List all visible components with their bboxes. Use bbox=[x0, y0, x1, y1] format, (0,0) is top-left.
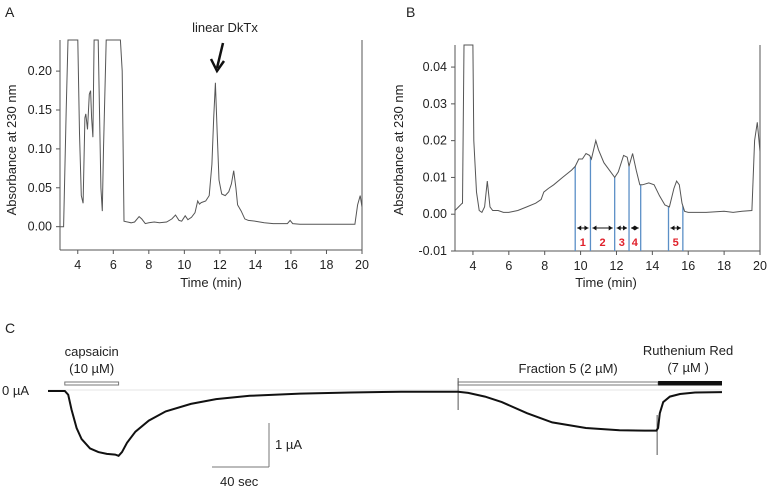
panel-a-xlabel: Time (min) bbox=[180, 275, 242, 290]
x-tick-label: 16 bbox=[681, 259, 695, 273]
application-label: (10 µM) bbox=[69, 361, 114, 376]
arrow-left-icon bbox=[577, 225, 582, 231]
application-label: Ruthenium Red bbox=[643, 343, 733, 358]
x-tick-label: 10 bbox=[177, 258, 191, 272]
x-tick-label: 20 bbox=[753, 259, 767, 273]
panel-c-baseline-label: 0 µA bbox=[2, 383, 29, 398]
x-tick-label: 8 bbox=[541, 259, 548, 273]
y-tick-label: -0.01 bbox=[419, 244, 448, 258]
x-tick-label: 16 bbox=[284, 258, 298, 272]
x-tick-label: 10 bbox=[574, 259, 588, 273]
fraction-label: 5 bbox=[673, 237, 679, 249]
scale-bar-x-label: 40 sec bbox=[220, 474, 259, 489]
application-label: capsaicin bbox=[65, 344, 119, 359]
y-tick-label: 0.15 bbox=[28, 103, 52, 117]
y-tick-label: 0.20 bbox=[28, 64, 52, 78]
arrow-right-icon bbox=[623, 225, 628, 231]
arrow-left-icon bbox=[592, 225, 597, 231]
fraction-label: 1 bbox=[580, 237, 586, 249]
y-tick-label: 0.00 bbox=[423, 207, 447, 221]
arrow-right-icon bbox=[584, 225, 589, 231]
panel-b-ylabel: Absorbance at 230 nm bbox=[391, 85, 406, 216]
y-tick-label: 0.04 bbox=[423, 60, 447, 74]
arrow-right-icon bbox=[676, 225, 681, 231]
y-tick-label: 0.00 bbox=[28, 220, 52, 234]
arrow-left-icon bbox=[631, 225, 636, 231]
x-tick-label: 18 bbox=[717, 259, 731, 273]
panel-c-trace bbox=[48, 390, 723, 457]
x-tick-label: 12 bbox=[610, 259, 624, 273]
arrow-left-icon bbox=[616, 225, 621, 231]
y-tick-label: 0.02 bbox=[423, 134, 447, 148]
fraction-label: 4 bbox=[632, 237, 639, 249]
panel-b-axes bbox=[454, 45, 761, 252]
fraction-label: 3 bbox=[619, 237, 625, 249]
y-tick-label: 0.01 bbox=[423, 170, 447, 184]
arrow-left-icon bbox=[670, 225, 675, 231]
panel-c-chart: 0 µA capsaicin (10 µM) Fraction 5 (2 µM) Ru… bbox=[2, 343, 733, 489]
panel-a-label: A bbox=[5, 4, 15, 20]
x-tick-label: 14 bbox=[248, 258, 262, 272]
panel-b-label: B bbox=[406, 4, 415, 20]
panel-c-applications: capsaicin (10 µM) Fraction 5 (2 µM) Rutheni… bbox=[64, 343, 733, 455]
arrow-right-icon bbox=[634, 225, 639, 231]
panel-b-ticks: 4 6 8 10 12 14 16 18 20-0.010.000.010.020.030.04 bbox=[419, 60, 767, 273]
panel-c-label: C bbox=[5, 320, 15, 336]
panel-a-ticks: 4 6 8 10 12 14 16 18 20 0.00 0.05 0.10 0.15 0.20 bbox=[28, 64, 369, 272]
x-tick-label: 20 bbox=[355, 258, 369, 272]
arrow-right-icon bbox=[608, 225, 613, 231]
x-tick-label: 8 bbox=[145, 258, 152, 272]
x-tick-label: 4 bbox=[74, 258, 81, 272]
panel-b-xlabel: Time (min) bbox=[575, 275, 637, 290]
panel-a-chart: 4 6 8 10 12 14 16 18 20 0.00 0.05 0.10 0.15 0.20 Time… bbox=[4, 20, 369, 290]
application-bar bbox=[457, 381, 659, 386]
panel-b-trace bbox=[454, 44, 761, 214]
application-bar-filled bbox=[658, 381, 722, 386]
scale-bar-y-label: 1 µA bbox=[275, 437, 302, 452]
x-tick-label: 14 bbox=[645, 259, 659, 273]
annotation-linear-dktx: linear DkTx bbox=[192, 20, 258, 35]
x-tick-label: 12 bbox=[213, 258, 227, 272]
panel-a-axes bbox=[59, 40, 363, 251]
fraction-label: 2 bbox=[600, 237, 606, 249]
panel-a-trace bbox=[60, 39, 363, 228]
arrow-down-icon bbox=[209, 42, 226, 74]
y-tick-label: 0.03 bbox=[423, 97, 447, 111]
application-bar bbox=[64, 381, 120, 386]
scale-bar: 1 µA 40 sec bbox=[212, 423, 302, 489]
application-label: Fraction 5 (2 µM) bbox=[519, 361, 618, 376]
x-tick-label: 6 bbox=[505, 259, 512, 273]
y-tick-label: 0.10 bbox=[28, 142, 52, 156]
x-tick-label: 6 bbox=[110, 258, 117, 272]
application-label: (7 µM ) bbox=[667, 360, 708, 375]
y-tick-label: 0.05 bbox=[28, 181, 52, 195]
panel-b-chart: 4 6 8 10 12 14 16 18 20-0.010.000.010.020.030.04… bbox=[391, 44, 767, 290]
x-tick-label: 18 bbox=[320, 258, 334, 272]
x-tick-label: 4 bbox=[469, 259, 476, 273]
panel-a-ylabel: Absorbance at 230 nm bbox=[4, 85, 19, 216]
